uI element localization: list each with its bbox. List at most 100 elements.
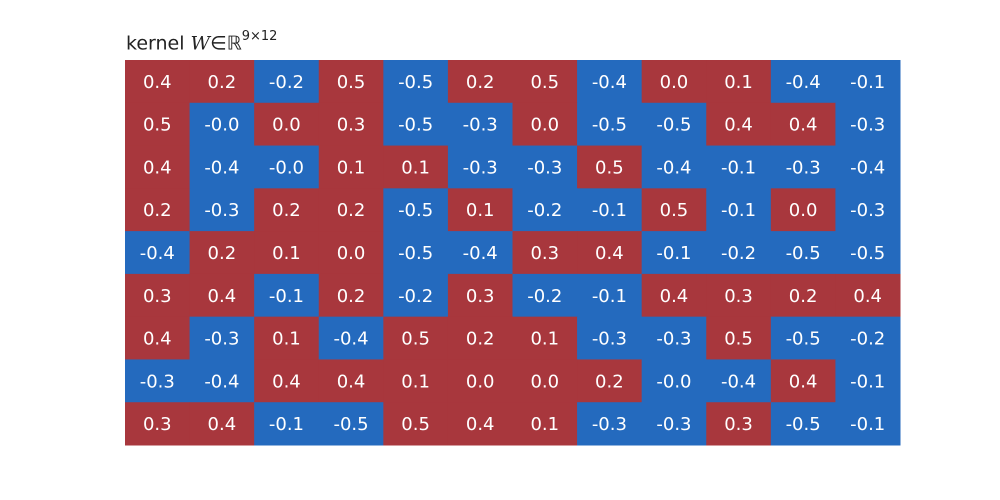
heatmap-cell: [641, 273, 707, 318]
cell-label: 0.4: [595, 243, 624, 264]
cell-label: 0.4: [789, 115, 818, 136]
heatmap-cell: [641, 316, 707, 360]
cell-label: 0.0: [272, 115, 301, 136]
heatmap-cell: [512, 273, 578, 318]
heatmap-cell: [189, 359, 255, 403]
heatmap-cell: [318, 188, 384, 232]
heatmap-cell: [318, 273, 384, 318]
cell-label: 0.0: [530, 371, 559, 392]
heatmap-cell: [770, 402, 836, 446]
cell-label: -0.5: [656, 115, 691, 136]
cell-label: 0.2: [208, 72, 237, 93]
heatmap-cell: [706, 60, 772, 104]
heatmap-cell: [383, 273, 449, 318]
heatmap-cell: [383, 359, 449, 403]
heatmap-cell: [706, 402, 772, 446]
cell-label: -0.3: [656, 329, 691, 350]
cell-label: 0.4: [724, 115, 753, 136]
heatmap-cell: [254, 102, 320, 147]
cell-label: -0.4: [140, 243, 175, 264]
heatmap-cell: [254, 188, 320, 232]
cell-label: -0.1: [269, 286, 304, 307]
cell-label: 0.4: [789, 371, 818, 392]
cell-label: 0.1: [272, 329, 301, 350]
heatmap-cell: [512, 231, 578, 275]
cell-label: 0.4: [143, 329, 172, 350]
heatmap-cell: [318, 231, 384, 275]
heatmap-cell: [577, 316, 643, 360]
cell-label: -0.5: [592, 115, 627, 136]
cell-label: -0.0: [656, 371, 691, 392]
heatmap-cell: [447, 102, 513, 147]
heatmap-cell: [447, 316, 513, 360]
heatmap-cell: [706, 102, 772, 147]
cell-label: 0.5: [337, 72, 366, 93]
heatmap-cell: [770, 102, 836, 147]
heatmap-cell: [706, 316, 772, 360]
cell-label: 0.2: [272, 200, 301, 221]
cell-label: 0.0: [789, 200, 818, 221]
cell-label: 0.5: [143, 115, 172, 136]
cell-label: 0.3: [530, 243, 559, 264]
cell-label: -0.4: [204, 371, 239, 392]
cell-label: 0.0: [337, 243, 366, 264]
heatmap-cell: [641, 188, 707, 232]
heatmap-cell: [447, 359, 513, 403]
heatmap-cell: [383, 402, 449, 446]
heatmap-cell: [189, 316, 255, 360]
cell-label: -0.3: [204, 329, 239, 350]
cell-label: 0.2: [466, 329, 495, 350]
cell-label: 0.4: [143, 72, 172, 93]
heatmap-cell: [383, 102, 449, 147]
cell-label: -0.1: [592, 286, 627, 307]
cell-label: -0.2: [850, 329, 885, 350]
cell-label: 0.3: [724, 286, 753, 307]
heatmap-cell: [770, 273, 836, 318]
cell-label: 0.4: [466, 414, 495, 435]
cell-label: -0.1: [850, 72, 885, 93]
cell-label: -0.5: [398, 72, 433, 93]
heatmap-cell: [706, 145, 772, 189]
heatmap-cell: [125, 60, 191, 104]
cell-label: 0.2: [466, 72, 495, 93]
cell-label: 0.1: [401, 371, 430, 392]
cell-label: -0.5: [398, 200, 433, 221]
heatmap-cell: [447, 60, 513, 104]
cell-label: 0.5: [724, 329, 753, 350]
heatmap-cell: [835, 231, 901, 275]
heatmap-cell: [318, 60, 384, 104]
cell-label: -0.3: [656, 414, 691, 435]
cell-label: -0.3: [527, 157, 562, 178]
cell-label: -0.1: [721, 200, 756, 221]
heatmap-cell: [189, 231, 255, 275]
cell-label: -0.5: [786, 243, 821, 264]
heatmap-cell: [189, 145, 255, 189]
heatmap-cell: [835, 402, 901, 446]
heatmap-cell: [835, 273, 901, 318]
heatmap-cell: [706, 188, 772, 232]
cell-label: -0.1: [721, 157, 756, 178]
title-set: ℝ: [226, 32, 242, 55]
cell-label: -0.3: [850, 115, 885, 136]
heatmap-cell: [835, 145, 901, 189]
heatmap-cell: [512, 188, 578, 232]
cell-label: 0.1: [272, 243, 301, 264]
heatmap-cell: [577, 102, 643, 147]
heatmap-cell: [447, 273, 513, 318]
cell-label: 0.2: [143, 200, 172, 221]
cell-label: -0.4: [721, 371, 756, 392]
heatmap-cell: [189, 102, 255, 147]
heatmap-cell: [706, 273, 772, 318]
heatmap-cell: [512, 145, 578, 189]
heatmap-cell: [447, 145, 513, 189]
heatmap-cell: [125, 145, 191, 189]
cell-label: 0.2: [595, 371, 624, 392]
heatmap-cell: [770, 60, 836, 104]
cell-label: 0.0: [530, 115, 559, 136]
heatmap-cell: [706, 231, 772, 275]
heatmap-cell: [318, 359, 384, 403]
heatmap-cell: [318, 402, 384, 446]
cell-label: 0.4: [143, 157, 172, 178]
cell-label: 0.4: [337, 371, 366, 392]
